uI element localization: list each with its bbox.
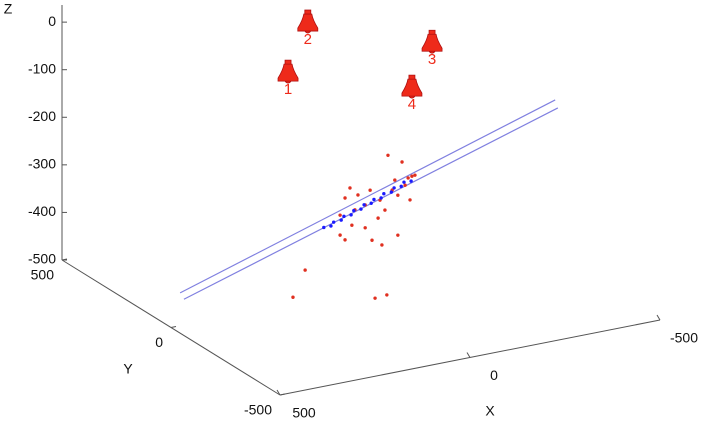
point xyxy=(402,180,406,184)
y-axis-label: Y xyxy=(123,361,133,377)
y-tick-label: 500 xyxy=(31,267,55,283)
x-tick xyxy=(276,389,281,396)
point xyxy=(376,216,380,220)
x-tick-label: 500 xyxy=(292,405,316,421)
point xyxy=(393,178,397,182)
y-tick xyxy=(170,326,177,328)
point xyxy=(380,243,384,247)
microphone xyxy=(277,59,299,84)
point xyxy=(322,225,326,230)
point xyxy=(413,173,417,177)
point xyxy=(348,186,352,190)
point xyxy=(343,238,347,242)
point xyxy=(359,207,363,211)
point xyxy=(370,238,374,242)
microphone-label: 2 xyxy=(304,31,312,48)
point xyxy=(385,293,389,297)
line-3d xyxy=(179,99,556,294)
point xyxy=(369,201,373,205)
point xyxy=(291,295,295,299)
microphone xyxy=(401,74,423,99)
point xyxy=(343,196,347,200)
point xyxy=(350,223,354,227)
x-axis-label: X xyxy=(485,403,495,419)
x-tick xyxy=(466,352,471,358)
point xyxy=(338,233,342,237)
point xyxy=(379,196,383,200)
point xyxy=(408,198,412,202)
point xyxy=(356,193,360,197)
point xyxy=(396,193,400,197)
z-tick-label: -400 xyxy=(28,203,56,219)
point xyxy=(303,268,307,272)
point xyxy=(389,190,394,194)
point xyxy=(329,224,333,228)
y-tick xyxy=(279,393,286,396)
point xyxy=(392,186,396,190)
point xyxy=(373,296,377,300)
point xyxy=(406,176,410,180)
z-tick-label: -500 xyxy=(28,251,56,267)
point xyxy=(372,197,376,202)
microphone xyxy=(297,9,319,34)
z-tick-label: -300 xyxy=(28,156,56,172)
point xyxy=(352,208,356,213)
point xyxy=(396,233,400,237)
point xyxy=(400,160,404,164)
z-axis-label: Z xyxy=(4,1,13,17)
point xyxy=(349,213,353,217)
x-tick-label: 0 xyxy=(490,367,498,383)
point xyxy=(399,184,403,189)
point xyxy=(342,214,346,219)
microphone-label: 4 xyxy=(408,96,416,113)
point xyxy=(331,220,336,224)
point xyxy=(383,208,387,212)
point xyxy=(339,218,343,222)
microphone-label: 3 xyxy=(428,51,436,68)
y-tick-label: 0 xyxy=(155,334,163,350)
x-tick-label: -500 xyxy=(670,330,698,346)
point xyxy=(368,188,372,192)
y-tick-label: -500 xyxy=(244,402,272,418)
z-tick-label: 0 xyxy=(48,13,56,29)
y-tick xyxy=(61,258,68,261)
point xyxy=(363,226,367,230)
point xyxy=(403,183,407,187)
z-tick-label: -100 xyxy=(28,60,56,76)
point xyxy=(338,213,342,217)
point xyxy=(362,203,366,207)
z-tick-label: -200 xyxy=(28,108,56,124)
point xyxy=(409,179,413,183)
point xyxy=(382,192,386,196)
x-tick xyxy=(656,314,661,321)
point xyxy=(386,153,390,157)
microphone-label: 1 xyxy=(284,81,292,98)
point xyxy=(410,174,414,178)
microphone xyxy=(421,29,443,54)
